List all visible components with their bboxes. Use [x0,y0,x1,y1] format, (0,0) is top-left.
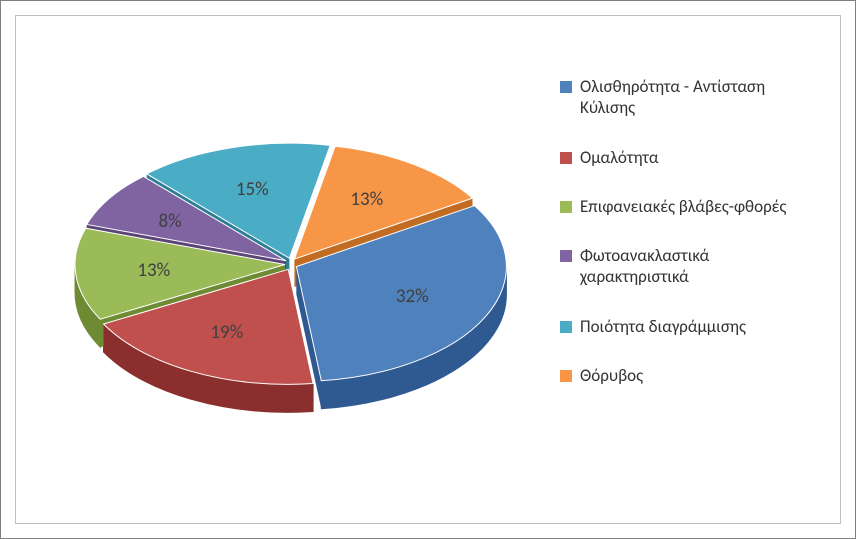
legend-label: Ομαλότητα [580,147,658,168]
legend-item: Ολισθηρότητα - Αντίσταση Κύλισης [560,76,820,119]
pie-data-label: 8% [159,210,182,233]
legend-item: Φωτοανακλαστικά χαρακτηριστικά [560,245,820,288]
legend-swatch [560,152,572,164]
pie-data-label: 32% [396,285,429,308]
legend-item: Επιφανειακές βλάβες-φθορές [560,196,820,217]
legend-label: Φωτοανακλαστικά χαρακτηριστικά [580,245,820,288]
pie-data-label: 19% [210,321,243,344]
legend-swatch [560,250,572,262]
legend-label: Θόρυβος [580,365,643,386]
legend-item: Ομαλότητα [560,147,820,168]
legend-label: Ποιότητα διαγράμμισης [580,316,746,337]
pie-data-label: 15% [236,178,269,201]
legend: Ολισθηρότητα - Αντίσταση Κύλισης Ομαλότητ… [560,76,820,414]
legend-label: Επιφανειακές βλάβες-φθορές [580,196,786,217]
pie-area: 32% 19% 13% 8% 15% 13% [16,16,556,523]
chart-plot-area: 32% 19% 13% 8% 15% 13% Ολισθηρότητα - Αντίστα… [15,15,841,524]
legend-swatch [560,321,572,333]
legend-swatch [560,370,572,382]
legend-item: Θόρυβος [560,365,820,386]
legend-swatch [560,81,572,93]
legend-item: Ποιότητα διαγράμμισης [560,316,820,337]
chart-container: 32% 19% 13% 8% 15% 13% Ολισθηρότητα - Αντίστα… [0,0,856,539]
pie-svg [16,16,556,526]
pie-data-label: 13% [137,259,170,282]
legend-swatch [560,201,572,213]
pie-data-label: 13% [350,188,383,211]
legend-label: Ολισθηρότητα - Αντίσταση Κύλισης [580,76,820,119]
